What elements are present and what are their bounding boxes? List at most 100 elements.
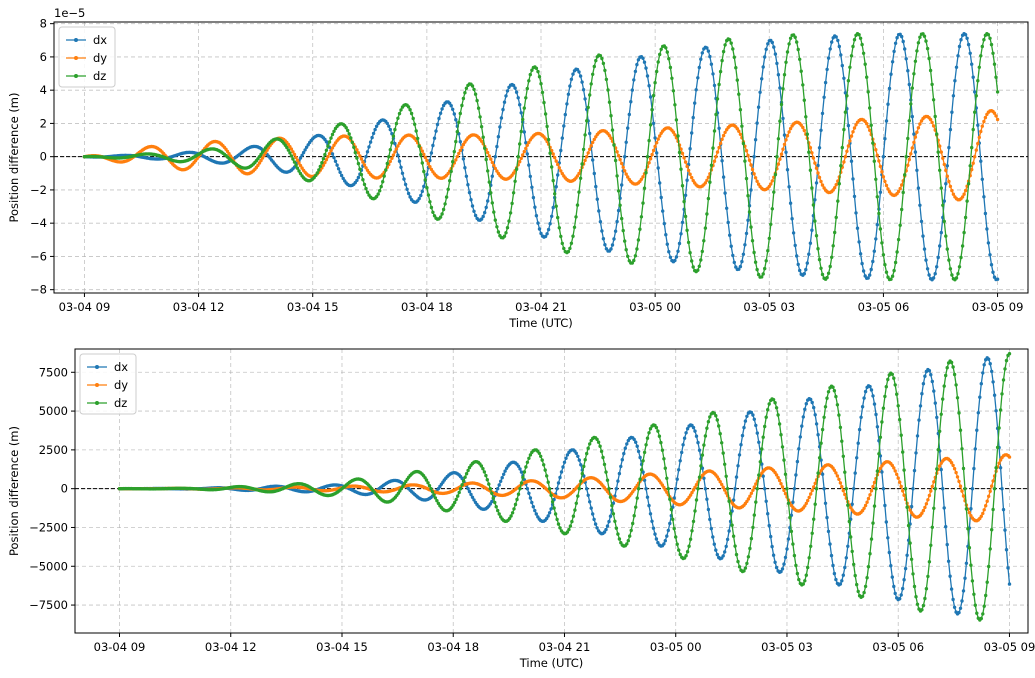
- data-point-dz: [623, 239, 627, 243]
- legend-item-dz: dz: [66, 69, 106, 83]
- data-point-dz: [329, 136, 333, 140]
- data-point-dz: [709, 163, 714, 167]
- data-point-dz: [927, 560, 932, 564]
- data-point-dx: [486, 199, 490, 203]
- data-point-dx: [647, 503, 651, 508]
- data-point-dx: [717, 126, 721, 130]
- data-point-dz: [826, 271, 831, 275]
- data-point-dz: [875, 195, 879, 199]
- data-point-dy: [820, 183, 825, 187]
- data-point-dz: [481, 135, 485, 139]
- data-point-dz: [699, 464, 703, 468]
- data-point-dx: [763, 55, 767, 59]
- data-point-dz: [825, 396, 829, 400]
- data-point-dx: [751, 413, 755, 417]
- data-point-dz: [476, 106, 481, 110]
- data-point-dy: [426, 162, 431, 166]
- data-point-dz: [658, 52, 662, 57]
- data-point-dy: [592, 137, 596, 142]
- data-point-dx: [875, 425, 880, 429]
- data-point-dy: [949, 461, 954, 465]
- data-point-dx: [561, 465, 565, 469]
- data-point-dx: [906, 69, 910, 73]
- data-point-dx: [812, 405, 816, 410]
- data-point-dy: [995, 117, 1000, 122]
- data-point-dz: [794, 563, 798, 568]
- data-point-dz: [767, 236, 771, 241]
- data-point-dz: [760, 275, 764, 279]
- data-point-dz: [625, 542, 629, 546]
- data-point-dx: [365, 150, 370, 154]
- data-point-dz: [874, 487, 878, 491]
- data-point-dx: [899, 593, 903, 597]
- data-point-dy: [620, 161, 624, 166]
- data-point-dx: [852, 487, 856, 491]
- data-point-dz: [571, 514, 576, 518]
- data-point-dx: [479, 217, 484, 221]
- x-tick-label: 03-04 15: [316, 640, 368, 654]
- data-point-dx: [714, 548, 718, 552]
- data-point-dx: [990, 369, 994, 374]
- data-point-dx: [810, 228, 814, 232]
- data-point-dx: [589, 506, 593, 510]
- data-point-dx: [454, 118, 458, 122]
- data-point-dz: [294, 163, 298, 167]
- data-point-dz: [358, 167, 362, 171]
- data-point-dz: [988, 36, 992, 40]
- data-point-dz: [550, 500, 555, 504]
- data-point-dy: [980, 124, 984, 128]
- data-point-dz: [443, 202, 447, 206]
- data-point-dy: [834, 471, 838, 475]
- data-point-dz: [858, 36, 863, 40]
- data-point-dx: [672, 496, 676, 500]
- data-point-dy: [454, 158, 458, 162]
- data-point-dy: [550, 148, 554, 153]
- data-point-dz: [941, 203, 945, 207]
- data-point-dz: [647, 431, 651, 435]
- data-point-dz: [990, 528, 994, 532]
- data-point-dz: [636, 238, 641, 242]
- data-point-dz: [845, 94, 849, 98]
- data-point-dy: [783, 492, 788, 496]
- data-point-dx: [872, 402, 877, 406]
- data-point-dx: [971, 75, 975, 79]
- data-point-dz: [743, 566, 748, 570]
- data-point-dx: [819, 128, 823, 132]
- data-point-dz: [898, 223, 902, 227]
- data-point-dy: [845, 149, 849, 153]
- data-point-dx: [530, 500, 534, 505]
- data-point-dz: [497, 512, 501, 516]
- data-point-dz: [484, 157, 488, 162]
- data-point-dx: [613, 229, 618, 233]
- data-point-dx: [300, 153, 304, 157]
- data-point-dz: [554, 204, 558, 208]
- data-point-dz: [675, 542, 679, 546]
- data-point-dy: [810, 488, 814, 493]
- data-point-dx: [623, 155, 627, 159]
- data-point-dy: [997, 461, 1001, 465]
- data-point-dz: [374, 194, 379, 199]
- data-point-dx: [766, 42, 770, 46]
- data-point-dz: [1003, 367, 1007, 371]
- data-point-dx: [838, 582, 843, 586]
- data-point-dz: [518, 142, 522, 146]
- data-point-dx: [470, 204, 475, 208]
- data-point-dx: [591, 158, 595, 162]
- data-point-dz: [599, 449, 604, 454]
- data-point-dx: [565, 102, 569, 106]
- data-point-dx: [674, 255, 679, 259]
- data-point-dx: [913, 150, 918, 154]
- data-point-dx: [668, 255, 673, 259]
- data-point-dx: [449, 104, 453, 108]
- data-point-dx: [547, 511, 552, 515]
- data-point-dz: [724, 474, 728, 478]
- data-point-dz: [774, 406, 779, 410]
- legend-label: dy: [114, 378, 128, 392]
- data-point-dx: [633, 69, 638, 74]
- data-point-dx: [338, 170, 342, 174]
- data-point-dx: [593, 522, 598, 526]
- data-point-dy: [900, 183, 904, 187]
- data-point-dz: [914, 595, 918, 599]
- y-tick-label: 5000: [39, 404, 68, 418]
- data-point-dz: [729, 41, 733, 45]
